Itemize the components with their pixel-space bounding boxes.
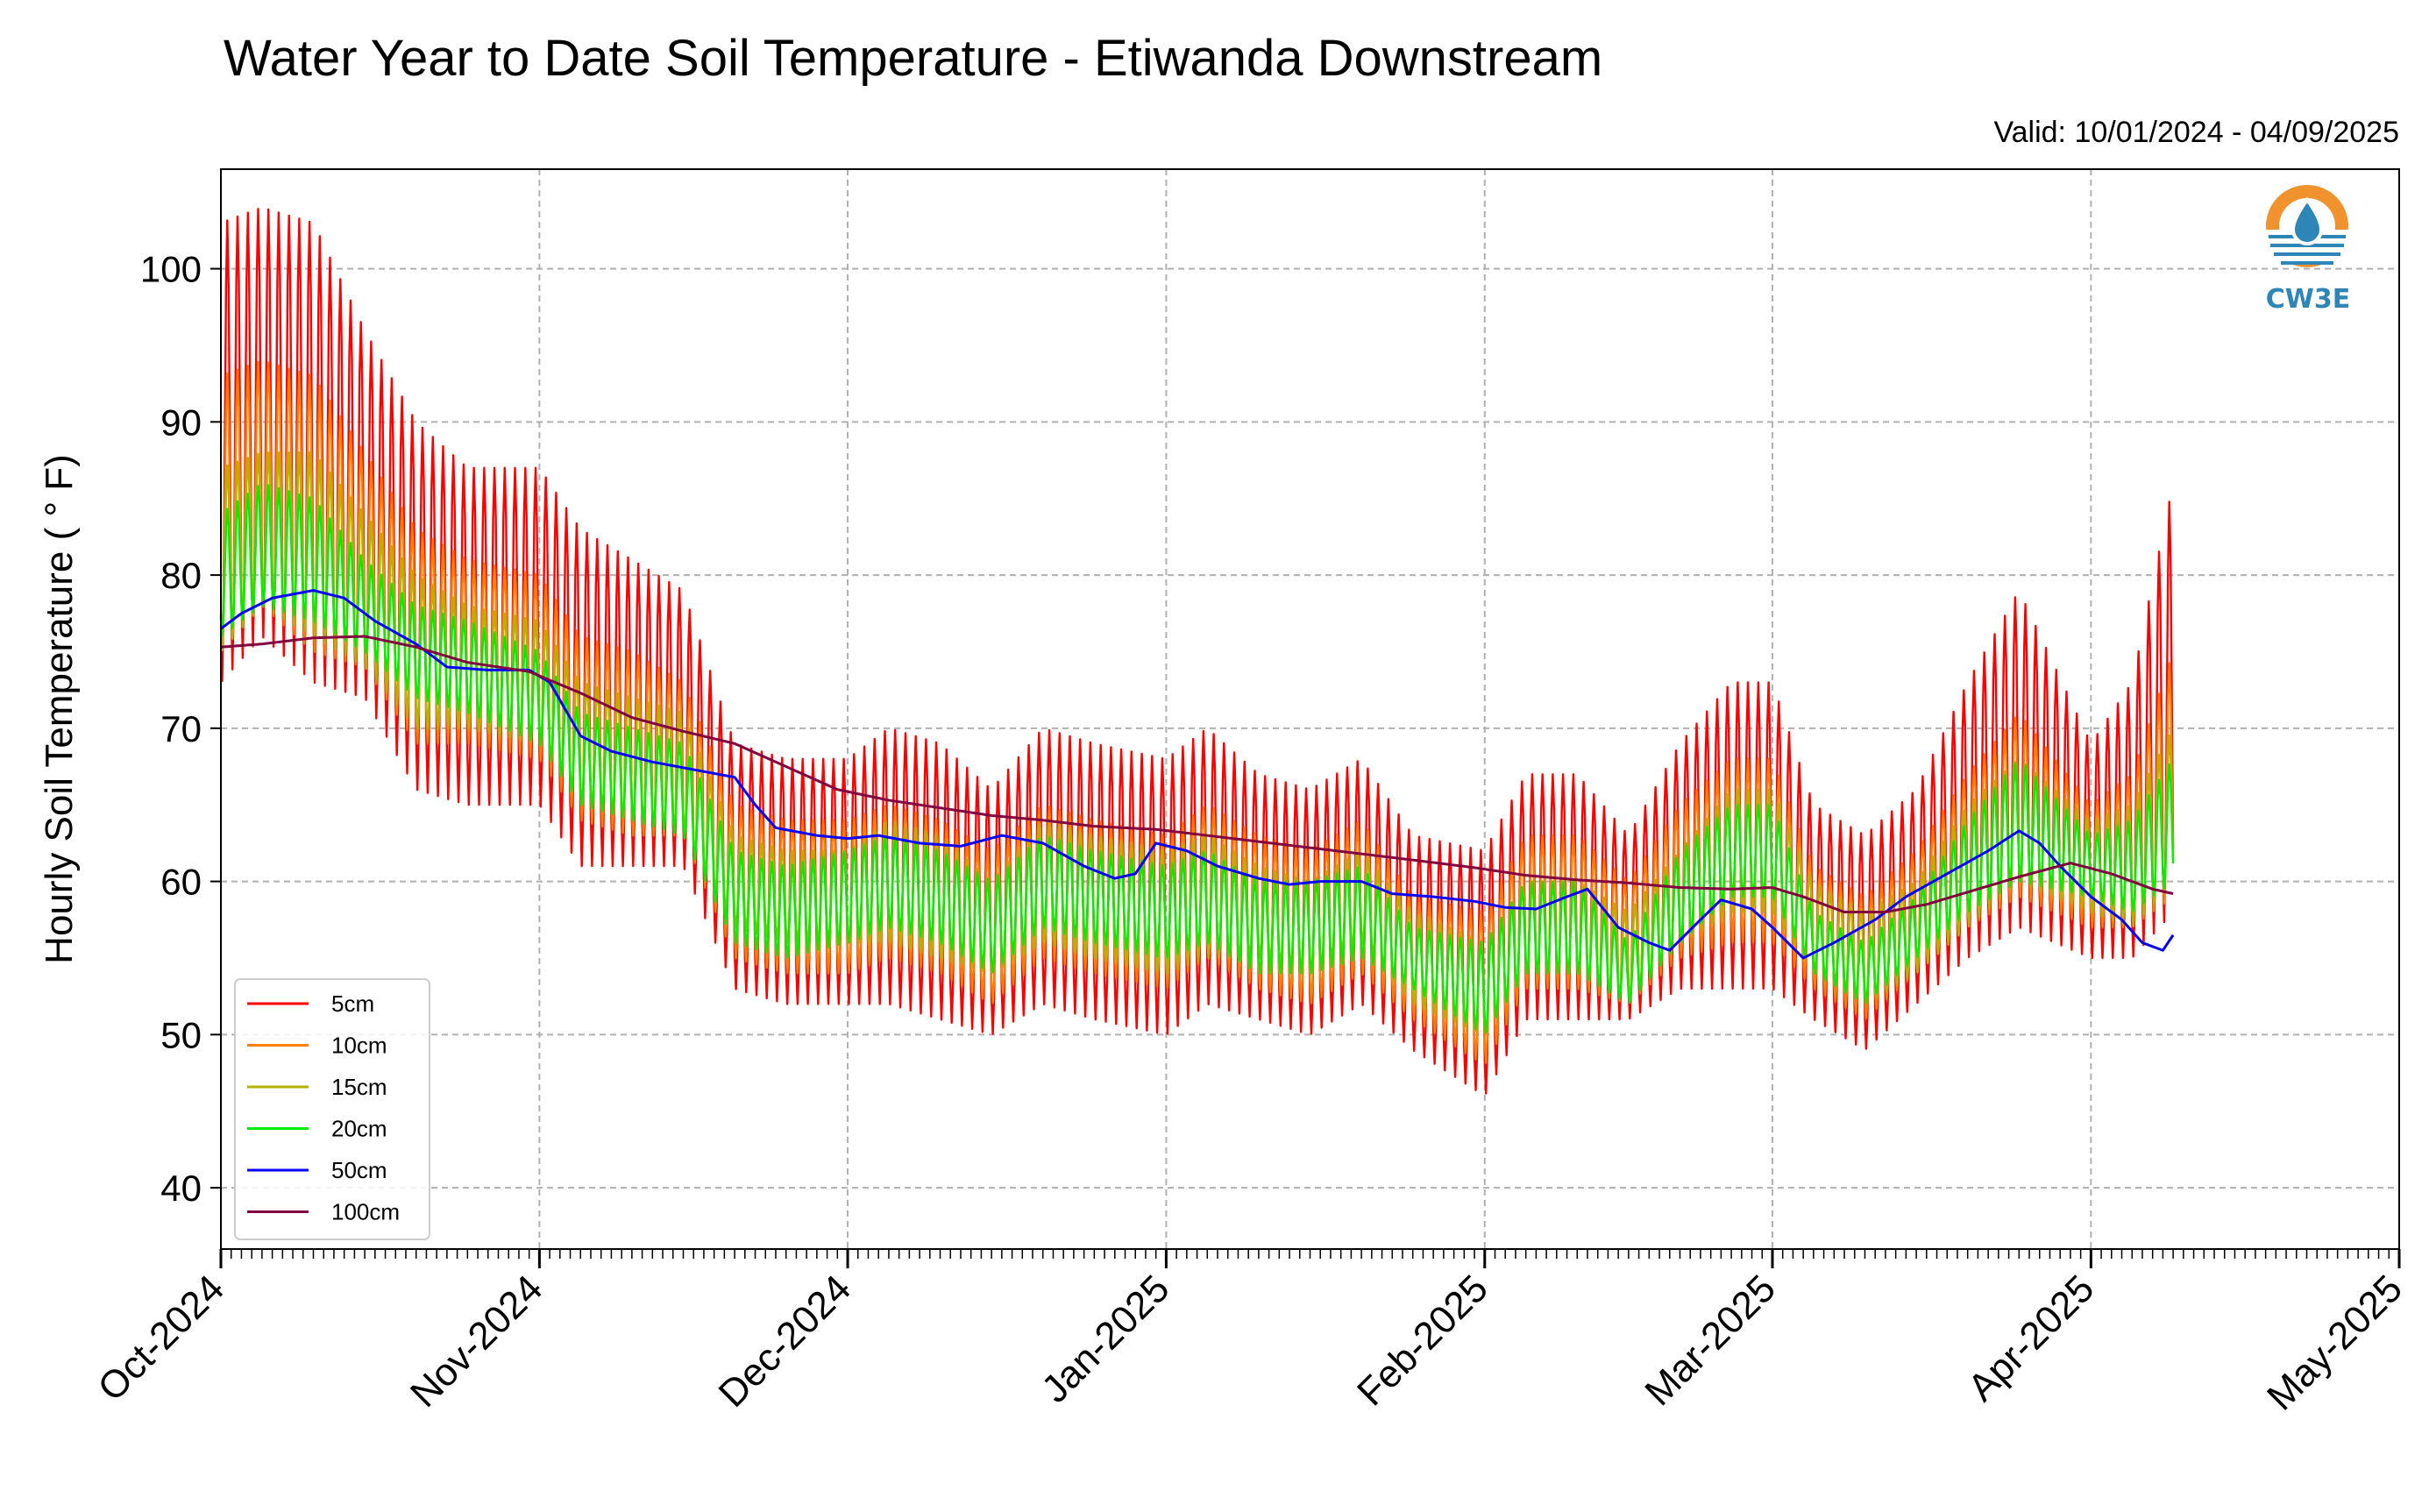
legend-label: 100cm — [331, 1199, 400, 1225]
legend-label: 20cm — [331, 1116, 387, 1142]
legend-label: 5cm — [331, 990, 374, 1017]
x-tick-label: Dec-2024 — [711, 1267, 860, 1416]
y-tick-label: 60 — [160, 862, 202, 903]
y-tick-label: 40 — [160, 1168, 202, 1209]
logo-drop-icon — [2291, 196, 2324, 245]
y-axis-label: Hourly Soil Temperature ( ° F) — [38, 454, 81, 964]
legend-label: 15cm — [331, 1074, 387, 1100]
legend: 5cm 10cm 15cm 20cm 50cm 100cm — [234, 978, 430, 1240]
x-tick-label: May-2025 — [2259, 1267, 2411, 1418]
y-axis: 40 50 60 70 80 90 100 — [140, 249, 221, 1209]
y-tick-label: 50 — [160, 1014, 202, 1055]
y-tick-label: 90 — [160, 401, 202, 443]
legend-label: 10cm — [331, 1033, 387, 1059]
x-tick-label: Feb-2025 — [1349, 1267, 1496, 1414]
x-axis: Oct-2024 Nov-2024 Dec-2024 Jan-2025 Feb-2025… — [89, 1249, 2411, 1418]
x-tick-label: Nov-2024 — [402, 1267, 551, 1416]
logo-text: CW3E — [2266, 284, 2350, 315]
x-tick-label: Mar-2025 — [1637, 1267, 1784, 1414]
legend-label: 50cm — [331, 1157, 387, 1183]
chart-title: Water Year to Date Soil Temperature - Et… — [224, 30, 1602, 87]
y-tick-label: 100 — [140, 249, 202, 290]
cw3e-logo: CW3E — [2266, 185, 2350, 315]
x-tick-label: Jan-2025 — [1033, 1267, 1177, 1410]
series-line-50cm — [220, 589, 2175, 960]
grid — [221, 169, 2399, 1249]
logo-waves-icon — [2269, 235, 2346, 265]
x-tick-label: Oct-2024 — [89, 1267, 232, 1409]
series-line-100cm — [220, 635, 2174, 913]
x-tick-label: Apr-2025 — [1960, 1267, 2103, 1409]
series-line-20cm — [219, 484, 2175, 1034]
y-tick-label: 70 — [160, 708, 202, 749]
series-layer — [219, 208, 2175, 1095]
y-tick-label: 80 — [160, 555, 202, 596]
valid-range: Valid: 10/01/2024 - 04/09/2025 — [1993, 116, 2399, 149]
